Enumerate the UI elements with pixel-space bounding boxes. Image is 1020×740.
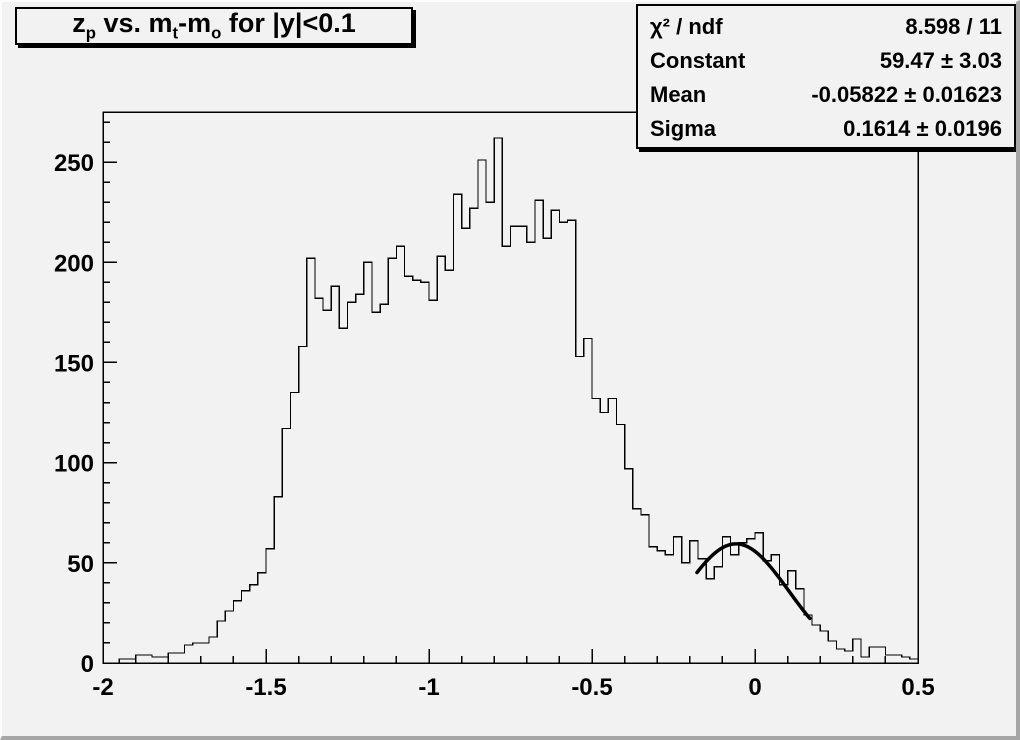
stats-value-chi2: 8.598 / 11: [905, 14, 1002, 40]
fit-stats-box: χ² / ndf 8.598 / 11 Constant 59.47 ± 3.0…: [636, 4, 1016, 149]
stats-label-mean: Mean: [650, 81, 707, 107]
x-axis-tick-label: -2: [92, 674, 113, 701]
y-axis-tick-label: 100: [54, 451, 94, 478]
x-axis-tick-label: 0.5: [901, 674, 934, 701]
y-axis-tick-label: 0: [81, 651, 94, 678]
plot-frame: [102, 111, 919, 664]
stats-label-sigma: Sigma: [650, 115, 717, 141]
histogram-step-line: [103, 137, 919, 664]
stats-value-mean: -0.05822 ± 0.01623: [811, 81, 1002, 107]
y-axis-tick-label: 150: [54, 350, 94, 377]
plot-title: zp vs. mt-mo for |y|<0.1: [72, 8, 356, 43]
title-box: zp vs. mt-mo for |y|<0.1: [15, 7, 413, 45]
stats-row-mean: Mean -0.05822 ± 0.01623: [650, 78, 1002, 111]
stats-value-constant: 59.47 ± 3.03: [879, 48, 1002, 74]
stats-label-chi2: χ² / ndf: [650, 14, 723, 40]
stats-value-sigma: 0.1614 ± 0.0196: [843, 115, 1002, 141]
stats-row-chi2: χ² / ndf 8.598 / 11: [650, 10, 1002, 43]
x-axis-tick-label: -0.5: [571, 674, 612, 701]
y-axis-tick-label: 200: [54, 250, 94, 277]
x-axis-tick-label: -1.5: [245, 674, 286, 701]
stats-label-constant: Constant: [650, 48, 746, 74]
stats-row-sigma: Sigma 0.1614 ± 0.0196: [650, 112, 1002, 145]
x-axis-tick-label: 0: [748, 674, 761, 701]
gaussian-fit-curve: [695, 542, 812, 621]
y-axis-tick-label: 50: [67, 551, 94, 578]
y-axis-tick-label: 250: [54, 150, 94, 177]
x-axis-tick-label: -1: [418, 674, 439, 701]
stats-row-constant: Constant 59.47 ± 3.03: [650, 44, 1002, 77]
